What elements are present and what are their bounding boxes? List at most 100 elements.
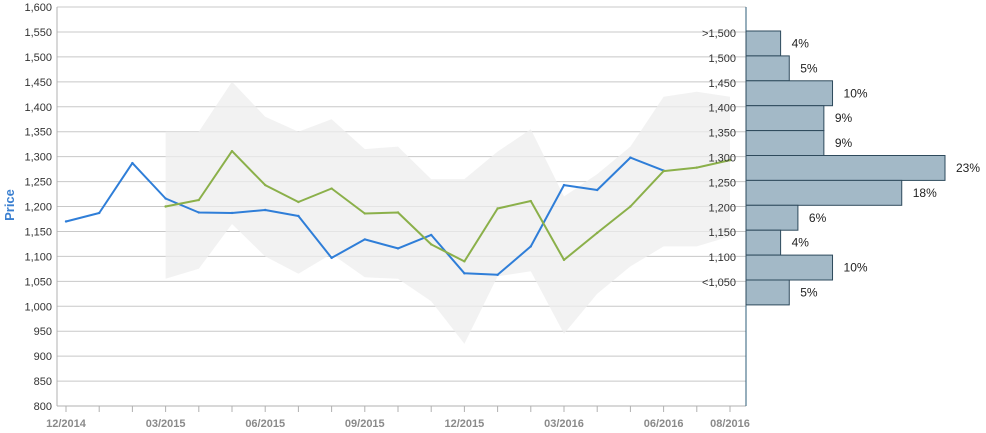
actual-data-point	[264, 208, 267, 212]
histogram-bar	[745, 30, 782, 57]
forecast-data-point	[728, 158, 732, 162]
x-tick-label: 03/2015	[146, 418, 186, 430]
series-lines	[64, 149, 732, 277]
confidence-band	[165, 81, 731, 344]
y-tick-label: 1,550	[24, 27, 52, 39]
forecast-data-point	[562, 258, 566, 262]
x-tick-label: 03/2016	[544, 418, 584, 430]
y-tick-label: 1,000	[24, 301, 52, 313]
histogram-percent-label: 10%	[844, 86, 868, 100]
x-tick-label: 06/2016	[644, 418, 684, 430]
x-tick-label: 06/2015	[245, 418, 285, 430]
actual-data-point	[164, 197, 167, 200]
y-tick-label: 1,450	[24, 77, 52, 89]
y-tick-label: 1,500	[24, 52, 52, 64]
actual-data-point	[562, 183, 566, 187]
histogram-bar	[745, 80, 834, 107]
y-tick-label: 1,350	[24, 127, 52, 139]
y-tick-label: 1,050	[24, 276, 52, 288]
actual-data-point	[64, 220, 68, 223]
x-tick-label: 12/2015	[445, 418, 485, 430]
histogram-bin-label: 1,300	[708, 153, 736, 165]
histogram-bar	[745, 55, 790, 82]
actual-data-point	[496, 273, 499, 277]
confidence-band-area	[165, 81, 731, 344]
forecast-data-point	[164, 205, 167, 208]
actual-data-point	[596, 188, 599, 192]
y-tick-label: 1,600	[24, 2, 52, 14]
histogram-bar	[745, 130, 825, 157]
forecast-data-point	[695, 166, 698, 169]
histogram-percent-label: 6%	[809, 211, 827, 225]
histogram-bin-label: 1,200	[708, 202, 736, 214]
actual-data-point	[131, 161, 134, 165]
actual-data-point	[396, 247, 400, 250]
actual-data-point	[529, 245, 532, 248]
actual-data-point	[463, 272, 466, 275]
forecast-data-point	[629, 205, 632, 208]
histogram-bar	[745, 204, 799, 231]
histogram-percent-label: 5%	[800, 285, 818, 299]
histogram-bar	[745, 254, 834, 281]
y-tick-label: 950	[34, 326, 52, 338]
forecast-data-point	[396, 211, 400, 214]
forecast-data-point	[430, 243, 433, 246]
distribution-histogram: 4% >1,500 5% 1,500 10% 1,450 9% 1,400 9% 1,350 23%…	[702, 28, 980, 306]
histogram-bar	[745, 155, 946, 181]
y-tick-label: 1,150	[24, 226, 52, 238]
forecast-data-point	[297, 200, 300, 204]
y-tick-label: 1,100	[24, 251, 52, 263]
y-tick-label: 850	[34, 376, 52, 388]
histogram-bin-label: 1,350	[708, 128, 736, 140]
forecast-data-point	[363, 212, 366, 215]
histogram-bin-label: 1,250	[708, 177, 736, 189]
forecast-data-point	[662, 169, 665, 173]
histogram-percent-label: 18%	[913, 186, 937, 200]
y-tick-label: 1,300	[24, 152, 52, 164]
x-tick-label: 09/2015	[345, 418, 385, 430]
histogram-percent-label: 4%	[792, 236, 810, 250]
x-tick-label: 08/2016	[710, 418, 750, 430]
histogram-bin-label: 1,400	[708, 103, 736, 115]
forecast-data-point	[463, 260, 466, 263]
histogram-percent-label: 23%	[956, 161, 980, 175]
histogram-bin-label: >1,500	[702, 28, 736, 40]
actual-data-point	[297, 214, 300, 218]
forecast-data-point	[529, 199, 532, 203]
histogram-bin-label: 1,500	[708, 53, 736, 65]
actual-data-point	[430, 233, 433, 237]
histogram-bin-label: 1,100	[708, 252, 736, 264]
y-tick-label: 800	[34, 401, 52, 413]
histogram-bar	[745, 105, 825, 132]
actual-data-point	[98, 211, 101, 215]
histogram-percent-label: 10%	[844, 261, 868, 275]
actual-data-point	[330, 256, 333, 260]
histogram-percent-label: 9%	[835, 136, 853, 150]
y-tick-label: 1,250	[24, 177, 52, 189]
actual-data-point	[363, 238, 366, 241]
actual-data-point	[629, 156, 632, 159]
y-axis-label: Price	[2, 189, 17, 221]
forecast-series-line	[165, 150, 731, 263]
y-tick-label: 900	[34, 351, 52, 363]
y-tick-labels: 800 850 900 950 1,000 1,050 1,100 1,150 1,200 1,2…	[24, 2, 52, 413]
histogram-bin-label: 1,450	[708, 78, 736, 90]
histogram-percent-label: 4%	[792, 36, 810, 50]
histogram-bar	[745, 229, 782, 256]
y-tick-label: 1,400	[24, 102, 52, 114]
forecast-data-point	[496, 207, 499, 210]
histogram-bar	[745, 179, 903, 206]
forecast-data-point	[596, 231, 599, 235]
x-tick-label: 12/2014	[46, 418, 87, 430]
actual-data-point	[230, 211, 234, 215]
y-tick-label: 1,200	[24, 202, 52, 214]
forecast-data-point	[264, 183, 267, 187]
forecast-data-point	[230, 149, 234, 153]
histogram-bar	[745, 279, 790, 306]
histogram-bin-label: 1,150	[708, 227, 736, 239]
actual-data-point	[197, 211, 200, 214]
histogram-percent-label: 9%	[835, 111, 853, 125]
forecast-data-point	[330, 187, 333, 190]
